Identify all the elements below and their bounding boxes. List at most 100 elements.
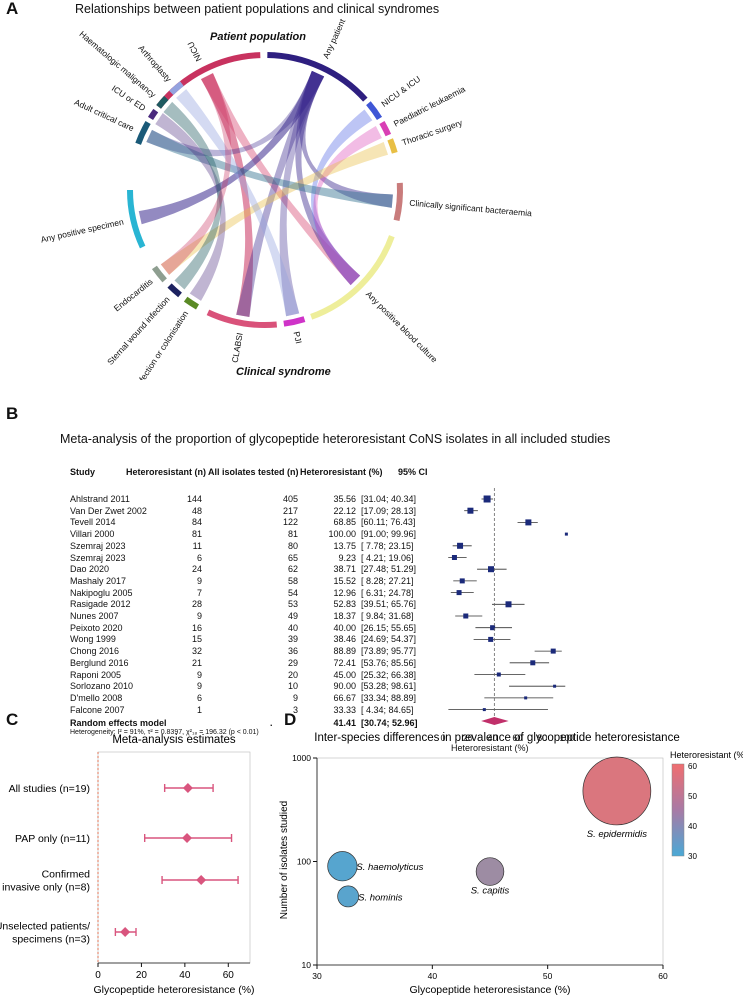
forest-cell-all: 54 bbox=[287, 587, 298, 598]
forest-x-tick: 100 bbox=[559, 733, 575, 743]
forest-cell-all: 80 bbox=[287, 540, 298, 551]
chord-arc bbox=[127, 189, 146, 249]
forest-cell-hr: 9 bbox=[196, 611, 202, 621]
forest-cell-pct: 9.23 bbox=[338, 552, 356, 563]
forest-x-label: Heteroresistant (%) bbox=[451, 743, 529, 753]
chord-ribbon bbox=[201, 73, 253, 318]
forest-cell-all: 62 bbox=[287, 564, 298, 575]
d-x-label: Glycopeptide heteroresistance (%) bbox=[409, 984, 570, 996]
forest-cell-pct: 90.00 bbox=[333, 681, 356, 692]
panel-b-label: B bbox=[6, 404, 19, 423]
forest-cell-study: Villari 2000 bbox=[70, 529, 115, 540]
forest-cell-ci: [91.00; 99.96] bbox=[361, 529, 417, 540]
chord-ribbon bbox=[176, 89, 300, 317]
forest-point bbox=[459, 578, 465, 584]
d-legend-tick: 40 bbox=[688, 822, 697, 831]
c-row-label: Confirmed bbox=[42, 869, 91, 881]
forest-cell-all: 217 bbox=[282, 505, 298, 516]
chord-top-caption: Patient population bbox=[210, 31, 306, 43]
forest-cell-ci: [33.34; 88.89] bbox=[361, 692, 417, 703]
forest-point bbox=[488, 636, 494, 642]
c-row-label: All studies (n=19) bbox=[9, 783, 90, 795]
d-legend-tick: 50 bbox=[688, 792, 697, 801]
forest-point bbox=[525, 519, 532, 526]
forest-axis-labels: 0 20 40 60 80 100 Heteroresistant (%) bbox=[0, 733, 743, 763]
forest-cell-all: 49 bbox=[287, 611, 298, 621]
forest-point bbox=[467, 507, 474, 514]
forest-cell-all: 3 bbox=[292, 704, 298, 715]
forest-cell-hr: 7 bbox=[196, 587, 202, 598]
chord-arc bbox=[283, 316, 306, 327]
species-bubble bbox=[327, 851, 358, 882]
forest-cell-hr: 9 bbox=[196, 669, 202, 680]
chord-ribbon bbox=[163, 101, 222, 290]
header-ci: 95% CI bbox=[398, 467, 428, 477]
chord-arc bbox=[169, 81, 184, 96]
forest-cell-pct: 22.12 bbox=[333, 505, 356, 516]
forest-cell-pct: 18.37 bbox=[333, 611, 356, 621]
forest-cell-all: 53 bbox=[287, 599, 298, 610]
panel-b-title: Meta-analysis of the proportion of glyco… bbox=[60, 432, 611, 446]
forest-cell-all: 10 bbox=[287, 681, 298, 692]
d-y-label: Number of isolates studied bbox=[279, 801, 290, 919]
forest-cell-study: Raponi 2005 bbox=[70, 669, 122, 680]
forest-cell-pct: 15.52 bbox=[333, 575, 356, 586]
forest-point bbox=[456, 590, 462, 596]
forest-cell-ci: [60.11; 76.43] bbox=[361, 517, 416, 528]
forest-cell-all: 39 bbox=[287, 634, 298, 645]
c-estimate-point bbox=[182, 783, 193, 793]
forest-cell-all: 58 bbox=[287, 575, 298, 586]
forest-point bbox=[483, 495, 491, 503]
forest-point bbox=[530, 660, 536, 666]
chord-ribbon bbox=[160, 142, 389, 275]
random-dot: . bbox=[270, 718, 273, 728]
forest-cell-ci: [17.09; 28.13] bbox=[361, 505, 417, 516]
c-row-label: specimens (n=3) bbox=[12, 934, 90, 946]
c-estimate-point bbox=[196, 875, 207, 885]
chord-arc bbox=[267, 52, 368, 102]
c-x-label: Glycopeptide heteroresistance (%) bbox=[93, 984, 254, 996]
forest-cell-hr: 9 bbox=[196, 681, 202, 692]
forest-plot bbox=[448, 488, 568, 725]
forest-cell-hr: 1 bbox=[196, 704, 202, 715]
forest-cell-all: 9 bbox=[292, 692, 298, 703]
forest-cell-ci: [ 4.21; 19.06] bbox=[361, 552, 414, 563]
d-y-tick: 10 bbox=[302, 960, 312, 970]
forest-cell-study: Wong 1999 bbox=[70, 634, 116, 645]
forest-cell-ci: [31.04; 40.34] bbox=[361, 494, 417, 504]
forest-cell-study: Sorlozano 2010 bbox=[70, 681, 134, 692]
c-row-label: Unselected patients/ bbox=[0, 921, 90, 933]
d-legend-tick: 60 bbox=[688, 762, 697, 771]
species-bubble bbox=[475, 857, 505, 886]
chord-arc bbox=[183, 296, 200, 310]
forest-cell-ci: [73.89; 95.77] bbox=[361, 646, 417, 657]
forest-point bbox=[463, 613, 469, 619]
panel-c-title: Meta-analysis estimates bbox=[112, 734, 236, 746]
species-label: S. capitis bbox=[471, 886, 510, 897]
chord-arc bbox=[206, 309, 278, 328]
forest-cell-ci: [ 4.34; 84.65] bbox=[361, 704, 414, 715]
forest-point bbox=[482, 708, 486, 712]
forest-point bbox=[496, 672, 501, 677]
c-estimate-point bbox=[120, 927, 131, 937]
chord-segment-label: CLABSI bbox=[230, 332, 245, 364]
chord-bottom-caption: Clinical syndrome bbox=[236, 366, 331, 378]
forest-cell-ci: [53.76; 85.56] bbox=[361, 657, 417, 668]
chord-ribbon bbox=[295, 70, 361, 286]
forest-cell-ci: [ 7.78; 23.15] bbox=[361, 540, 414, 551]
forest-cell-all: 40 bbox=[287, 622, 298, 633]
forest-point bbox=[564, 532, 568, 536]
forest-cell-study: Nunes 2007 bbox=[70, 611, 119, 621]
forest-cell-hr: 81 bbox=[191, 529, 202, 540]
chord-ribbon bbox=[138, 70, 325, 225]
forest-cell-all: 122 bbox=[282, 517, 298, 528]
forest-cell-all: 29 bbox=[287, 657, 298, 668]
forest-cell-ci: [26.15; 55.65] bbox=[361, 622, 417, 633]
forest-cell-study: Van Der Zwet 2002 bbox=[70, 505, 147, 516]
species-label: S. haemolyticus bbox=[356, 862, 423, 873]
heterogeneity-text: Heterogeneity: I² = 91%, τ² = 0.8397, χ²… bbox=[70, 729, 259, 736]
species-bubble bbox=[582, 756, 652, 826]
forest-cell-pct: 68.85 bbox=[333, 517, 356, 528]
chord-ribbon bbox=[313, 126, 382, 286]
